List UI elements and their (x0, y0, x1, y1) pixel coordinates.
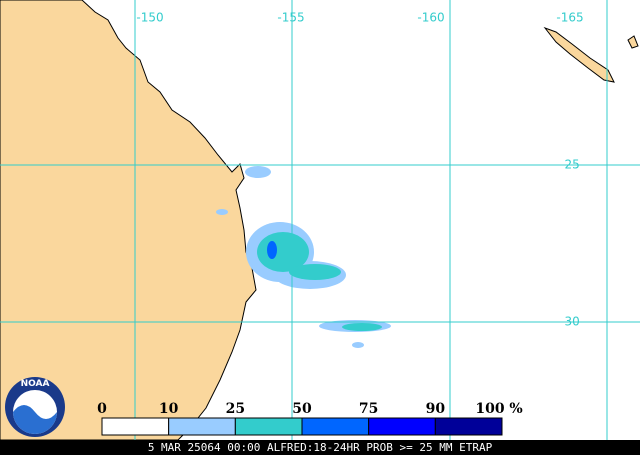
legend-tick: 25 (226, 401, 245, 417)
legend-swatch (368, 417, 436, 436)
new-caledonia (543, 26, 615, 83)
lat-label: -25 (560, 158, 580, 172)
legend-tick: 0 (97, 401, 107, 417)
lon-label: -155 (277, 11, 304, 25)
legend-swatch (234, 417, 303, 436)
legend-tick: 50 (292, 401, 312, 417)
legend-tick: 100 (475, 401, 504, 417)
legend-swatch (434, 417, 503, 436)
lon-label: -165 (556, 11, 583, 25)
precip-area (245, 166, 271, 178)
lon-labels: -150 -155 -160 -165 (136, 11, 583, 25)
legend-tick: 10 (159, 401, 179, 417)
lat-label: -30 (560, 315, 580, 329)
legend-swatch (301, 417, 370, 436)
legend-tick: 90 (426, 401, 446, 417)
island (627, 35, 639, 49)
graticule (0, 0, 640, 440)
lon-label: -150 (136, 11, 163, 25)
legend: 0 10 25 50 75 90 100% (97, 401, 523, 436)
precip-area (216, 209, 228, 215)
noaa-logo: NOAA (5, 377, 65, 437)
lon-label: -160 (417, 11, 444, 25)
precip-area (352, 342, 364, 348)
legend-unit: % (509, 401, 522, 417)
legend-swatch (168, 417, 236, 436)
logo-text: NOAA (21, 379, 50, 389)
precip-area (267, 241, 277, 259)
precip-area (289, 264, 341, 280)
caption-bar (0, 440, 640, 455)
lat-labels: -25 -30 (560, 158, 580, 329)
caption: 5 MAR 25064 00:00 ALFRED:18-24HR PROB >=… (148, 441, 493, 454)
precip-area (342, 323, 382, 331)
logo-wave (13, 405, 57, 434)
legend-swatch (101, 417, 170, 436)
australia-land (0, 0, 257, 441)
legend-tick: 75 (359, 401, 378, 417)
